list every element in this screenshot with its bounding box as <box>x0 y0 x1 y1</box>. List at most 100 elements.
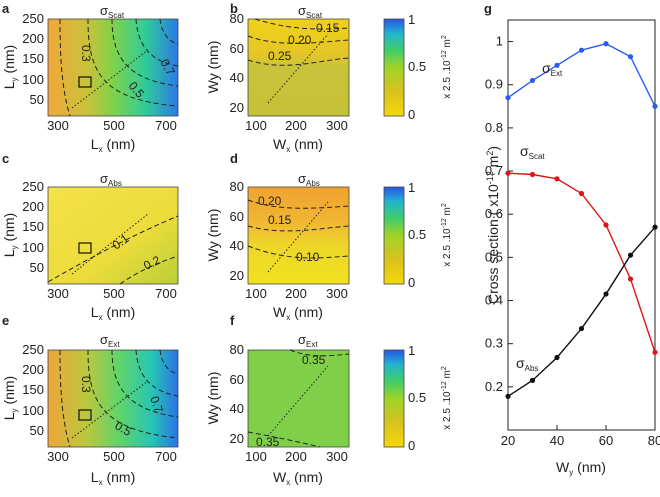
panel-e-contour <box>135 349 179 397</box>
panel-a-contour <box>111 18 179 87</box>
panel-f-ylabel: Wy (nm) <box>205 372 221 425</box>
x-tick-label: 700 <box>155 118 177 133</box>
colorbar-tick-label: 1 <box>408 180 415 195</box>
x-tick-label: 300 <box>326 118 348 133</box>
panel-f-contour-label: 0.35 <box>256 435 280 449</box>
panel-d: d σAbs 0.20 0.15 0.10 80 60 40 20 100 20… <box>205 151 350 322</box>
panel-a-contour <box>159 18 179 45</box>
panel-a-yticks: 250 200 150 100 50 <box>22 11 44 107</box>
x-tick-label: 300 <box>47 449 69 464</box>
x-tick-label: 200 <box>285 118 307 133</box>
panel-b-ylabel: Wy (nm) <box>205 41 221 94</box>
colorbar-gradient <box>383 349 405 448</box>
panel-a-contour-label: 0.3 <box>79 45 93 62</box>
panel-d-contour <box>247 225 350 232</box>
x-tick-label: 40 <box>550 433 564 448</box>
panel-d-xticks: 100 200 300 <box>245 286 348 301</box>
y-tick-label: 60 <box>230 41 244 56</box>
legend-abs: σAbs <box>516 355 538 373</box>
panel-c-dotted-line <box>71 213 149 275</box>
panel-g-series <box>505 41 658 399</box>
panel-f-dotted-line <box>267 365 329 437</box>
x-tick-label: 300 <box>47 286 69 301</box>
colorbar-tick-label: 1 <box>408 12 415 27</box>
panel-label-e: e <box>2 313 9 328</box>
y-tick-label: 0.2 <box>485 379 503 394</box>
data-point-ext <box>529 77 536 84</box>
colorbar-label: x 2.5 .10-12 m2 <box>441 35 453 99</box>
panel-c-xlabel: Lx (nm) <box>91 304 135 322</box>
x-tick-label: 60 <box>599 433 613 448</box>
colorbar-gradient <box>383 186 405 285</box>
y-tick-label: 250 <box>22 11 44 26</box>
panel-e-contour-label: 0.7 <box>147 394 166 415</box>
data-point-scat <box>554 176 560 182</box>
data-point-abs <box>627 252 634 258</box>
y-tick-label: 100 <box>22 403 44 418</box>
y-tick-label: 0.3 <box>485 336 503 351</box>
y-tick-label: 200 <box>22 362 44 377</box>
y-tick-label: 100 <box>22 72 44 87</box>
y-tick-label: 200 <box>22 199 44 214</box>
colorbar-label: x 2.5 .10-12 m2 <box>441 203 453 267</box>
panel-f-yticks: 80 60 40 20 <box>230 342 244 446</box>
panel-b-dotted-line <box>267 33 329 104</box>
colorbar-1: 1 0.5 0 x 2.5 .10-12 m2 <box>383 12 453 122</box>
panel-d-dotted-line <box>267 201 329 273</box>
y-tick-label: 60 <box>230 372 244 387</box>
panel-f-title: σExt <box>298 332 318 349</box>
data-point-scat <box>529 171 536 178</box>
data-point-scat <box>652 349 658 355</box>
panel-b-contour <box>247 35 350 44</box>
y-tick-label: 150 <box>22 219 44 234</box>
panel-d-map <box>247 186 350 285</box>
data-point-ext <box>505 95 511 101</box>
y-tick-label: 40 <box>230 401 244 416</box>
data-point-ext <box>554 62 560 68</box>
panel-c-marker-box <box>78 242 92 254</box>
panel-e-title: σExt <box>100 332 120 349</box>
panel-f-map <box>247 349 350 448</box>
y-tick-label: 150 <box>22 51 44 66</box>
panel-e-xlabel: Lx (nm) <box>91 469 135 487</box>
y-tick-label: 20 <box>230 268 244 283</box>
panel-d-contour-label: 0.20 <box>258 194 282 208</box>
colorbar-3: 1 0.5 0 x 2.5 .10-12 m2 <box>383 343 453 453</box>
data-point-abs <box>554 354 560 361</box>
panel-d-contour-label: 0.10 <box>296 250 320 264</box>
data-point-abs <box>529 377 536 383</box>
y-tick-label: 1 <box>496 34 503 49</box>
panel-g-xlabel: Wy (nm) <box>556 459 606 477</box>
panel-e-contour <box>59 349 71 448</box>
y-tick-label: 50 <box>30 423 44 438</box>
panel-g: g 0.2 0.3 0.4 0.5 0.6 0.7 0.8 0.9 1 20 40 60 80 Wy … <box>484 1 660 477</box>
data-point-abs <box>505 393 511 399</box>
panel-d-title: σAbs <box>298 171 320 188</box>
y-tick-label: 20 <box>230 100 244 115</box>
legend-scat: σScat <box>520 143 545 161</box>
y-tick-label: 100 <box>22 240 44 255</box>
data-point-scat <box>578 190 585 197</box>
colorbar-label: x 2.5 .10-12 m2 <box>441 366 453 430</box>
panel-b-title: σScat <box>298 3 323 20</box>
panel-c-contour-label: 0.2 <box>141 253 162 273</box>
panel-f-xticks: 100 200 300 <box>245 449 348 464</box>
x-tick-label: 500 <box>103 286 125 301</box>
panel-e-contour <box>111 349 179 418</box>
panel-b-yticks: 80 60 40 20 <box>230 11 244 115</box>
x-tick-label: 300 <box>47 118 69 133</box>
panel-b: b σScat 0.15 0.20 0.25 80 60 40 20 100 2… <box>205 1 350 154</box>
x-tick-label: 100 <box>245 286 267 301</box>
y-tick-label: 80 <box>230 342 244 357</box>
panel-c-ylabel: Ly (nm) <box>1 213 19 257</box>
x-tick-label: 500 <box>103 118 125 133</box>
panel-label-b: b <box>230 1 238 16</box>
panel-e-contour <box>159 349 179 375</box>
panel-b-contour-label: 0.20 <box>288 33 312 47</box>
data-point-ext <box>627 54 634 60</box>
panel-a-title: σScat <box>100 3 125 20</box>
legend-ext: σExt <box>542 60 563 78</box>
panel-f-contour <box>247 431 321 448</box>
data-point-ext <box>578 47 585 53</box>
